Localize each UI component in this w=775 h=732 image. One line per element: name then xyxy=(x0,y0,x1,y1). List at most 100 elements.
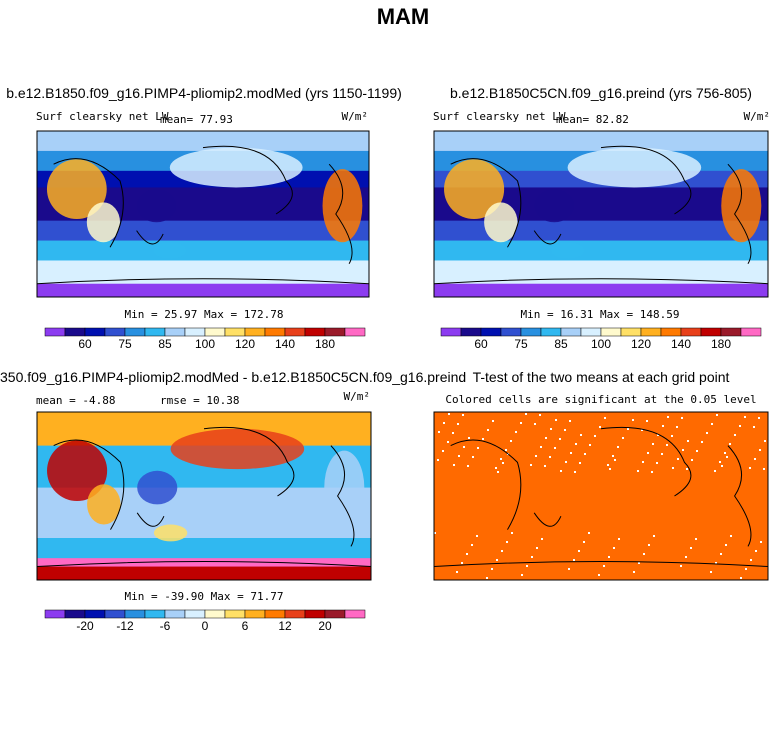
dot xyxy=(755,550,757,552)
dot xyxy=(744,416,746,418)
dot xyxy=(682,449,684,451)
dot xyxy=(653,535,655,537)
dot xyxy=(651,471,653,473)
coastline xyxy=(136,230,164,245)
dot xyxy=(641,429,643,431)
colorbar-box xyxy=(540,327,562,337)
colorbar-box xyxy=(304,327,326,337)
dot xyxy=(614,459,616,461)
colorbar-box xyxy=(264,609,286,619)
dot xyxy=(724,452,726,454)
dot xyxy=(711,423,713,425)
colorbar-box xyxy=(164,609,186,619)
panel-title: b.e12.B1850C5CN.f09_g16.preind (yrs 756-… xyxy=(450,85,752,101)
units: W/m² xyxy=(342,110,369,123)
coastline xyxy=(330,445,355,547)
dot xyxy=(638,562,640,564)
coastline xyxy=(450,158,522,248)
dot xyxy=(729,443,731,445)
min-max: Min = 16.31 Max = 148.59 xyxy=(521,308,680,321)
variable: Surf clearsky net LW xyxy=(433,110,566,123)
dot xyxy=(760,541,762,543)
dot xyxy=(501,550,503,552)
colorbar-box xyxy=(480,327,502,337)
coastline xyxy=(434,561,768,568)
dot xyxy=(686,468,688,470)
colorbar-box xyxy=(620,327,642,337)
dot xyxy=(608,556,610,558)
map-field xyxy=(434,412,768,580)
land xyxy=(169,147,303,188)
dot xyxy=(564,429,566,431)
colorbar-box xyxy=(224,327,246,337)
dot xyxy=(719,461,721,463)
field-band xyxy=(37,283,369,297)
dot xyxy=(448,413,450,415)
dot xyxy=(632,419,634,421)
dot xyxy=(555,419,557,421)
coastline xyxy=(202,145,293,215)
colorbar-box xyxy=(64,327,86,337)
dot xyxy=(680,565,682,567)
dot xyxy=(589,444,591,446)
colorbar-box xyxy=(224,609,246,619)
dot xyxy=(549,456,551,458)
dot xyxy=(604,417,606,419)
colorbar-box xyxy=(660,327,682,337)
colorbar-box xyxy=(104,327,126,337)
land xyxy=(534,189,575,223)
coastline xyxy=(328,163,353,265)
dot xyxy=(652,443,654,445)
colorbar-label: 180 xyxy=(315,337,335,351)
dot xyxy=(559,438,561,440)
dot xyxy=(637,470,639,472)
colorbar-box xyxy=(164,327,186,337)
units: W/m² xyxy=(344,390,371,403)
land xyxy=(137,470,178,505)
map-field xyxy=(37,131,369,297)
colorbar-box xyxy=(560,327,582,337)
field-band xyxy=(434,283,768,297)
dot xyxy=(539,414,541,416)
mean: mean = -4.88 xyxy=(36,394,115,407)
colorbar-label: 140 xyxy=(671,337,691,351)
colorbar-label: 85 xyxy=(158,337,172,351)
dot xyxy=(471,544,473,546)
dot xyxy=(725,544,727,546)
coastline xyxy=(450,439,522,530)
coastline xyxy=(600,426,692,497)
colorbar-label: 120 xyxy=(235,337,255,351)
dot xyxy=(687,440,689,442)
colorbar-box xyxy=(244,327,266,337)
dot xyxy=(671,435,673,437)
colorbar-label: 100 xyxy=(591,337,611,351)
dot xyxy=(763,468,765,470)
dot xyxy=(740,577,742,579)
field-band xyxy=(37,131,369,152)
dot xyxy=(706,432,708,434)
dot xyxy=(730,535,732,537)
dot xyxy=(739,425,741,427)
dot xyxy=(544,465,546,467)
dot xyxy=(492,420,494,422)
dot xyxy=(764,440,766,442)
panel-title: 350.f09_g16.PIMP4-pliomip2.modMed - b.e1… xyxy=(0,369,466,385)
mean: mean= 77.93 xyxy=(160,113,233,126)
dot xyxy=(453,464,455,466)
land xyxy=(322,169,363,243)
dot xyxy=(622,437,624,439)
dot xyxy=(434,532,436,534)
map xyxy=(36,411,372,581)
dot xyxy=(541,538,543,540)
dot xyxy=(520,422,522,424)
colorbar-box xyxy=(64,609,86,619)
colorbar-label: 0 xyxy=(202,619,209,633)
dot xyxy=(505,449,507,451)
dot xyxy=(476,535,478,537)
land xyxy=(87,484,121,525)
dot xyxy=(584,453,586,455)
colorbar-box xyxy=(580,327,602,337)
rmse: rmse = 10.38 xyxy=(160,394,239,407)
coastline xyxy=(53,158,124,248)
dot xyxy=(463,446,465,448)
